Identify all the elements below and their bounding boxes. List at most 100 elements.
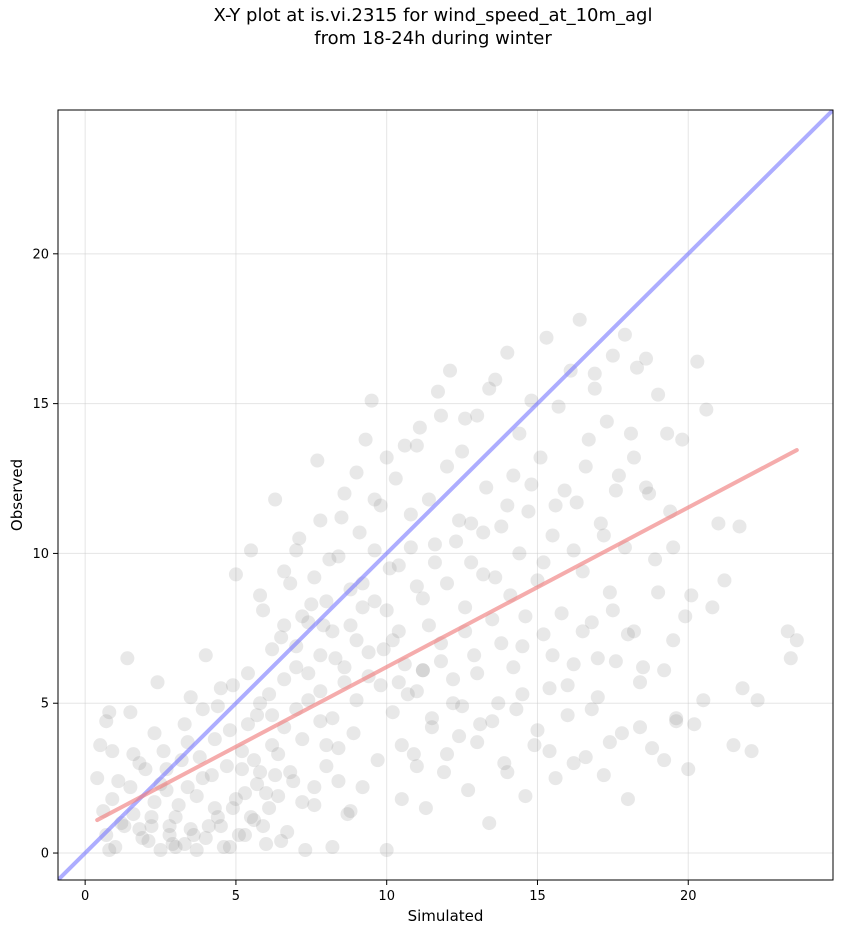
scatter-point <box>253 696 268 711</box>
scatter-point <box>497 756 512 771</box>
scatter-point <box>409 684 424 699</box>
scatter-point <box>295 795 310 810</box>
scatter-point <box>301 693 316 708</box>
scatter-point <box>391 675 406 690</box>
scatter-point <box>633 675 648 690</box>
scatter-point <box>328 651 343 666</box>
scatter-point <box>427 555 442 570</box>
scatter-point <box>394 738 409 753</box>
scatter-point <box>488 570 503 585</box>
scatter-point <box>412 420 427 435</box>
scatter-point <box>271 747 286 762</box>
scatter-point <box>367 492 382 507</box>
scatter-point <box>566 756 581 771</box>
y-tick-label: 15 <box>32 397 49 412</box>
scatter-point <box>126 747 141 762</box>
scatter-point <box>602 585 617 600</box>
scatter-point <box>542 681 557 696</box>
scatter-point <box>485 714 500 729</box>
scatter-point <box>325 624 340 639</box>
scatter-point <box>216 840 231 855</box>
scatter-point <box>304 597 319 612</box>
scatter-point <box>536 555 551 570</box>
scatter-point <box>361 645 376 660</box>
scatter-point <box>717 573 732 588</box>
scatter-point <box>180 780 195 795</box>
scatter-point <box>735 681 750 696</box>
scatter-point <box>159 762 174 777</box>
scatter-point <box>364 393 379 408</box>
scatter-point <box>198 831 213 846</box>
scatter-point <box>678 609 693 624</box>
scatter-point <box>189 843 204 858</box>
scatter-point <box>156 744 171 759</box>
scatter-point <box>500 765 515 780</box>
y-tick-label: 10 <box>32 547 49 562</box>
scatter-point <box>699 402 714 417</box>
scatter-point <box>648 552 663 567</box>
scatter-point <box>521 504 536 519</box>
scatter-point <box>367 594 382 609</box>
scatter-point <box>105 792 120 807</box>
scatter-point <box>198 648 213 663</box>
scatter-point <box>247 753 262 768</box>
scatter-point <box>277 564 292 579</box>
scatter-point <box>337 660 352 675</box>
scatter-point <box>415 591 430 606</box>
scatter-point <box>162 819 177 834</box>
scatter-point <box>168 840 183 855</box>
scatter-point <box>430 384 445 399</box>
scatter-point <box>400 687 415 702</box>
grid-lines <box>58 110 833 880</box>
scatter-point <box>343 804 358 819</box>
scatter-point <box>228 567 243 582</box>
scatter-point <box>183 822 198 837</box>
scatter-point <box>90 771 105 786</box>
scatter-point <box>639 480 654 495</box>
scatter-point <box>102 705 117 720</box>
scatter-point <box>343 618 358 633</box>
scatter-point <box>123 705 138 720</box>
scatter-point <box>578 750 593 765</box>
scatter-point <box>334 510 349 525</box>
scatter-point <box>237 828 252 843</box>
scatter-point <box>608 483 623 498</box>
scatter-point <box>403 507 418 522</box>
identity-line <box>58 110 833 880</box>
scatter-point <box>277 618 292 633</box>
scatter-point <box>307 570 322 585</box>
scatter-point <box>340 807 355 822</box>
scatter-point <box>596 768 611 783</box>
chart-title-line-1: X-Y plot at is.vi.2315 for wind_speed_at… <box>213 5 653 26</box>
scatter-point <box>512 546 527 561</box>
scatter-point <box>590 651 605 666</box>
scatter-point <box>452 513 467 528</box>
y-axis-ticks: 0 5 10 15 20 <box>32 247 58 862</box>
scatter-point <box>207 801 222 816</box>
scatter-point <box>584 702 599 717</box>
scatter-point <box>509 702 524 717</box>
scatter-point <box>572 312 587 327</box>
scatter-point <box>349 633 364 648</box>
scatter-point <box>265 708 280 723</box>
scatter-point <box>105 744 120 759</box>
scatter-point <box>590 690 605 705</box>
scatter-point <box>548 771 563 786</box>
scatter-point <box>213 681 228 696</box>
scatter-point <box>195 702 210 717</box>
scatter-point <box>355 780 370 795</box>
scatter-point <box>120 651 135 666</box>
scatter-point <box>171 798 186 813</box>
scatter-point <box>560 678 575 693</box>
scatter-point <box>286 774 301 789</box>
scatter-point <box>518 789 533 804</box>
scatter-point <box>427 537 442 552</box>
scatter-point <box>310 453 325 468</box>
scatter-point <box>433 654 448 669</box>
scatter-point <box>195 771 210 786</box>
scatter-points <box>90 312 804 858</box>
scatter-point <box>325 711 340 726</box>
scatter-point <box>488 372 503 387</box>
scatter-point <box>177 837 192 852</box>
scatter-point <box>455 444 470 459</box>
